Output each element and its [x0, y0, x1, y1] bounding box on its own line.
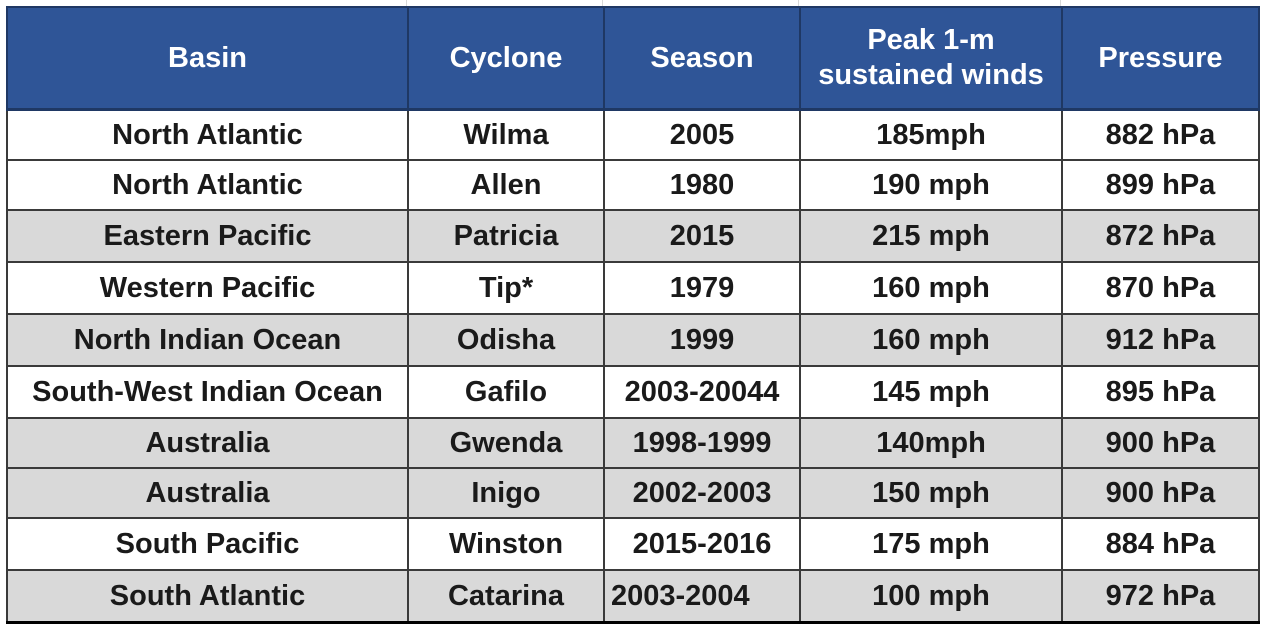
table-row: South Pacific Winston 2015-2016 175 mph …	[6, 517, 1260, 571]
cell-basin[interactable]: South Atlantic	[6, 569, 409, 624]
table-body: North Atlantic Wilma 2005 185mph 882 hPa…	[6, 108, 1260, 624]
top-gridlines	[0, 0, 1262, 7]
header-winds-line2: sustained winds	[818, 59, 1044, 91]
cell-cyclone[interactable]: Catarina	[407, 569, 605, 624]
header-winds-line1: Peak 1-m	[867, 24, 995, 56]
cell-basin[interactable]: North Atlantic	[6, 159, 409, 211]
cell-winds[interactable]: 175 mph	[799, 517, 1063, 571]
cell-season[interactable]: 2005	[603, 108, 801, 161]
cell-cyclone[interactable]: Inigo	[407, 467, 605, 519]
cell-basin[interactable]: North Atlantic	[6, 108, 409, 161]
table-row: North Atlantic Wilma 2005 185mph 882 hPa	[6, 108, 1260, 161]
cell-winds[interactable]: 190 mph	[799, 159, 1063, 211]
cell-pressure[interactable]: 900 hPa	[1061, 417, 1260, 469]
table-row: Australia Inigo 2002-2003 150 mph 900 hP…	[6, 467, 1260, 519]
cell-pressure[interactable]: 895 hPa	[1061, 365, 1260, 419]
table-row: South-West Indian Ocean Gafilo 2003-2004…	[6, 365, 1260, 419]
cell-basin[interactable]: Australia	[6, 467, 409, 519]
cell-pressure[interactable]: 884 hPa	[1061, 517, 1260, 571]
cell-basin[interactable]: South-West Indian Ocean	[6, 365, 409, 419]
cell-cyclone[interactable]: Allen	[407, 159, 605, 211]
cell-season[interactable]: 2015	[603, 209, 801, 263]
cell-cyclone[interactable]: Winston	[407, 517, 605, 571]
cell-pressure[interactable]: 900 hPa	[1061, 467, 1260, 519]
cell-pressure[interactable]: 972 hPa	[1061, 569, 1260, 624]
cell-cyclone[interactable]: Gwenda	[407, 417, 605, 469]
cell-winds[interactable]: 160 mph	[799, 261, 1063, 315]
cell-winds[interactable]: 140mph	[799, 417, 1063, 469]
cell-cyclone[interactable]: Tip*	[407, 261, 605, 315]
cell-season[interactable]: 2002-2003	[603, 467, 801, 519]
cell-basin[interactable]: Eastern Pacific	[6, 209, 409, 263]
cell-cyclone[interactable]: Patricia	[407, 209, 605, 263]
gridline	[798, 0, 799, 7]
cell-basin[interactable]: Australia	[6, 417, 409, 469]
cell-basin[interactable]: South Pacific	[6, 517, 409, 571]
header-cell-pressure[interactable]: Pressure	[1061, 6, 1260, 111]
cell-pressure[interactable]: 882 hPa	[1061, 108, 1260, 161]
table-row: South Atlantic Catarina 2003-2004 100 mp…	[6, 569, 1260, 624]
gridline	[602, 0, 603, 7]
cell-pressure[interactable]: 872 hPa	[1061, 209, 1260, 263]
table-row: North Atlantic Allen 1980 190 mph 899 hP…	[6, 159, 1260, 211]
cell-pressure[interactable]: 912 hPa	[1061, 313, 1260, 367]
cell-basin[interactable]: Western Pacific	[6, 261, 409, 315]
gridline	[406, 0, 407, 7]
cell-basin[interactable]: North Indian Ocean	[6, 313, 409, 367]
cell-pressure[interactable]: 899 hPa	[1061, 159, 1260, 211]
header-row: Basin Cyclone Season Peak 1-m sustained …	[6, 6, 1260, 111]
table-row: Eastern Pacific Patricia 2015 215 mph 87…	[6, 209, 1260, 263]
cell-cyclone[interactable]: Gafilo	[407, 365, 605, 419]
cell-season[interactable]: 2015-2016	[603, 517, 801, 571]
gridline	[1060, 0, 1061, 7]
cell-season[interactable]: 1999	[603, 313, 801, 367]
cell-winds[interactable]: 145 mph	[799, 365, 1063, 419]
table-row: Western Pacific Tip* 1979 160 mph 870 hP…	[6, 261, 1260, 315]
header-cell-cyclone[interactable]: Cyclone	[407, 6, 605, 111]
cell-winds[interactable]: 100 mph	[799, 569, 1063, 624]
table-row: Australia Gwenda 1998-1999 140mph 900 hP…	[6, 417, 1260, 469]
cell-season[interactable]: 2003-2004	[603, 569, 801, 624]
cell-season[interactable]: 1979	[603, 261, 801, 315]
cell-season[interactable]: 2003-20044	[603, 365, 801, 419]
cyclone-records-table: Basin Cyclone Season Peak 1-m sustained …	[6, 6, 1260, 624]
cell-cyclone[interactable]: Wilma	[407, 108, 605, 161]
cell-season[interactable]: 1998-1999	[603, 417, 801, 469]
cell-winds[interactable]: 215 mph	[799, 209, 1063, 263]
cell-winds[interactable]: 185mph	[799, 108, 1063, 161]
header-cell-basin[interactable]: Basin	[6, 6, 409, 111]
header-cell-season[interactable]: Season	[603, 6, 801, 111]
cell-pressure[interactable]: 870 hPa	[1061, 261, 1260, 315]
header-cell-winds[interactable]: Peak 1-m sustained winds	[799, 6, 1063, 111]
cell-winds[interactable]: 150 mph	[799, 467, 1063, 519]
cell-season[interactable]: 1980	[603, 159, 801, 211]
cell-cyclone[interactable]: Odisha	[407, 313, 605, 367]
cell-winds[interactable]: 160 mph	[799, 313, 1063, 367]
table-row: North Indian Ocean Odisha 1999 160 mph 9…	[6, 313, 1260, 367]
